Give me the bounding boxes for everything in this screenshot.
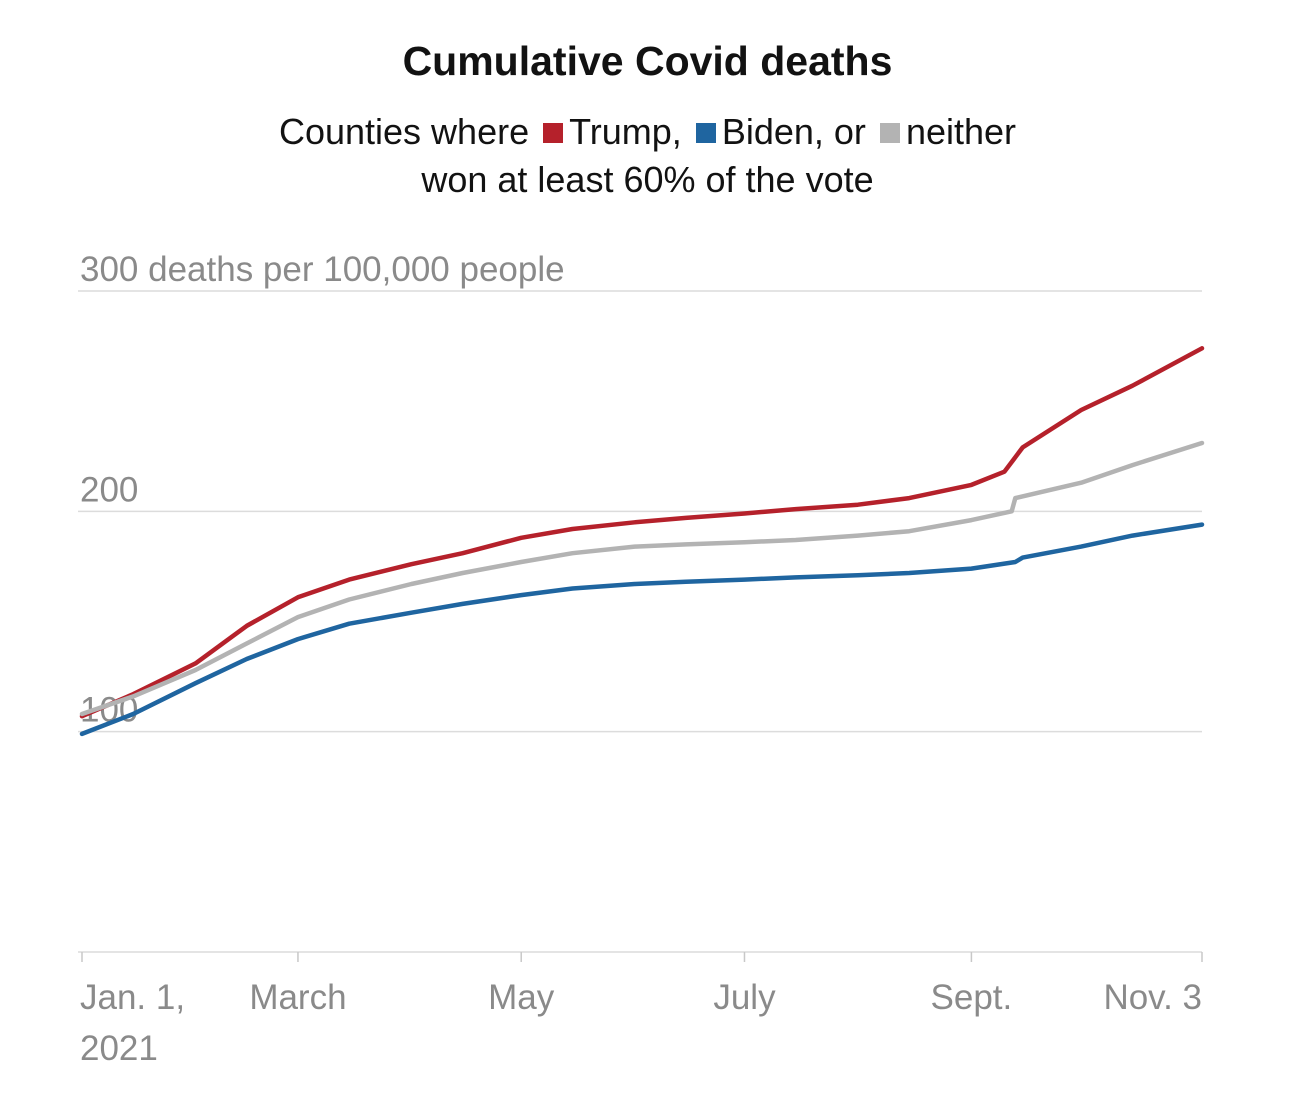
series-line-neither xyxy=(79,440,1205,717)
chart-subtitle: Counties where Trump, Biden, or neither … xyxy=(0,108,1295,204)
x-tick-label-1: March xyxy=(249,978,346,1017)
x-tick-label-3: July xyxy=(713,978,776,1017)
chart-title: Cumulative Covid deaths xyxy=(402,38,893,84)
subtitle-prefix: Counties where xyxy=(278,111,530,152)
y-tick-label-200: 200 xyxy=(80,470,138,509)
legend-label-trump: Trump, xyxy=(569,111,682,152)
series-lines xyxy=(79,346,1205,737)
x-tick-label-2: May xyxy=(488,978,555,1017)
legend-label-biden: Biden, or xyxy=(721,111,866,152)
gridlines xyxy=(78,290,1202,733)
series-line-trump xyxy=(79,346,1205,719)
x-tick-label-5: Nov. 3 xyxy=(1103,978,1202,1017)
y-tick-label-300: 300 deaths per 100,000 people xyxy=(80,250,565,289)
legend-swatch-trump xyxy=(543,123,564,143)
legend-label-neither: neither xyxy=(905,111,1017,152)
x-tick-label-0: Jan. 1, xyxy=(80,978,185,1017)
x-axis: Jan. 1, 2021 March May July Sept. Nov. 3 xyxy=(78,951,1203,1068)
legend-swatch-biden xyxy=(695,123,716,143)
x-tick-label-0-line2: 2021 xyxy=(80,1029,158,1068)
subtitle-line-1: Counties where Trump, Biden, or neither xyxy=(0,108,1295,156)
legend-swatch-neither xyxy=(879,123,900,143)
series-line-biden xyxy=(79,522,1205,737)
subtitle-line-2: won at least 60% of the vote xyxy=(421,159,874,200)
x-tick-label-4: Sept. xyxy=(931,978,1013,1017)
